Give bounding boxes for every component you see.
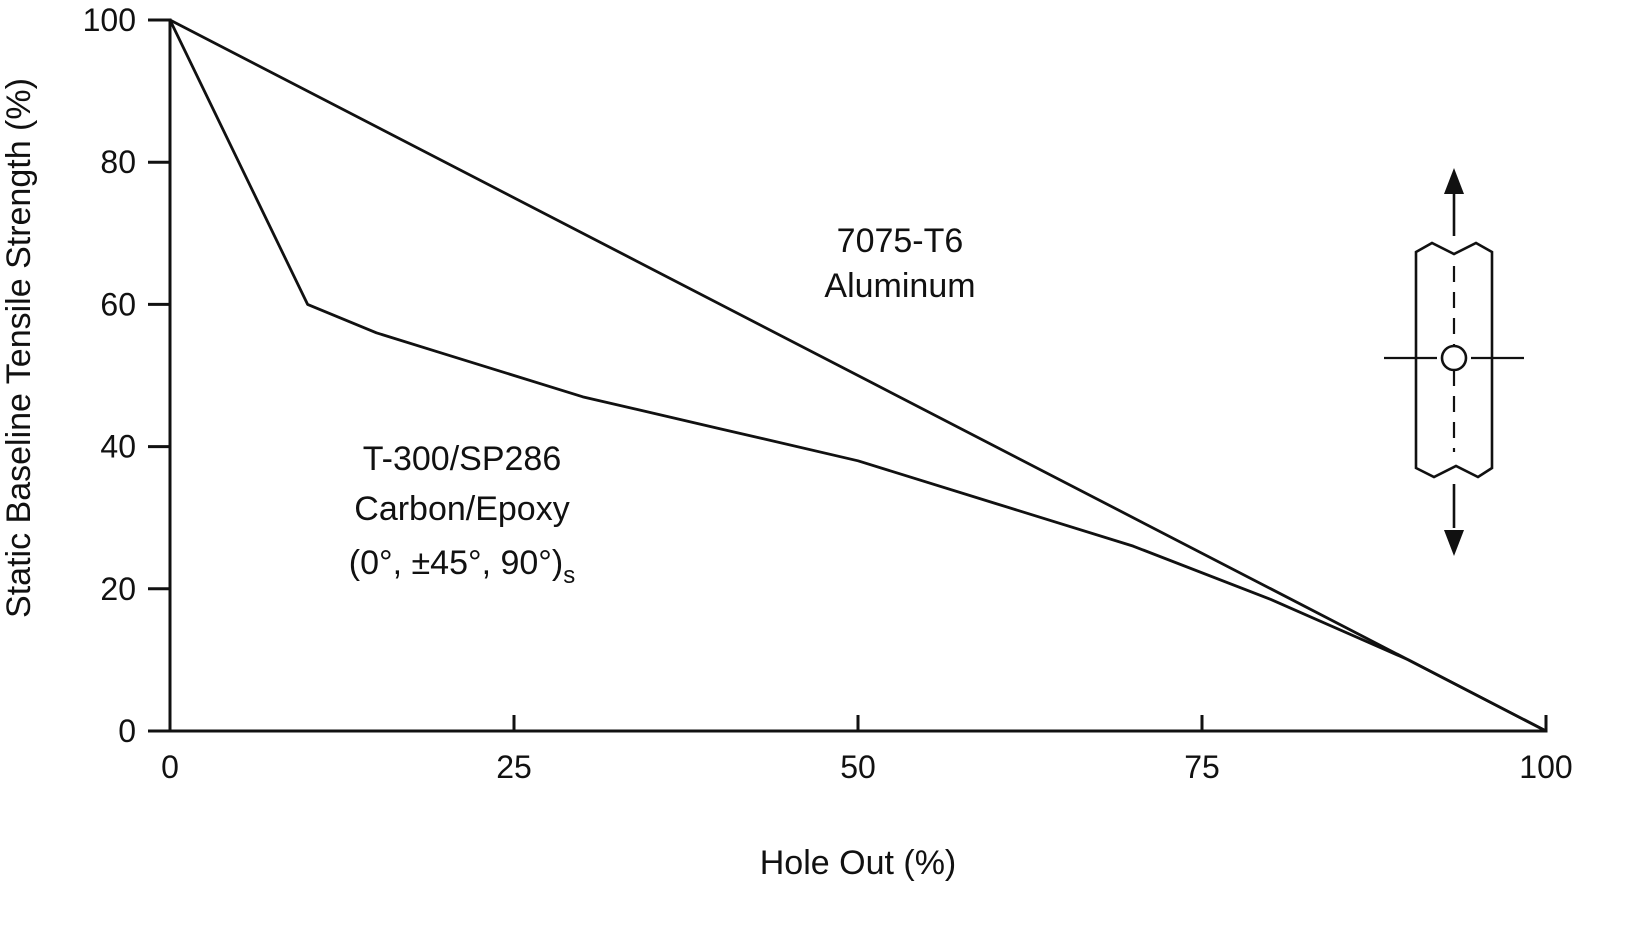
aluminum-label-line2: Aluminum [824,267,975,305]
x-axis-title: Hole Out (%) [760,844,957,882]
carbon-label-subscript: s [563,562,575,589]
y-tick-label: 80 [100,144,136,180]
x-tick-label: 0 [161,749,179,785]
series-line-carbon [168,18,1548,733]
series-line-aluminum [168,18,1548,733]
carbon-label-line2: Carbon/Epoxy [354,490,569,528]
y-tick-label: 20 [100,571,136,607]
y-tick-label: 60 [100,286,136,322]
carbon-label-line3: (0°, ±45°, 90°)s [349,544,575,589]
bottom-arrow-head [1444,530,1464,556]
x-tick-label: 50 [840,749,876,785]
series-lines [168,18,1548,733]
open-hole-tension-specimen-icon [1384,168,1524,556]
carbon-label-line1: T-300/SP286 [363,440,561,478]
specimen-hole [1440,344,1468,372]
ticks: 0 25 50 75 100 0 20 40 60 80 100 [83,2,1573,785]
x-tick-label: 25 [496,749,532,785]
y-tick-label: 100 [83,2,136,38]
aluminum-curve-label: 7075-T6 Aluminum [824,222,975,305]
y-tick-label: 40 [100,429,136,465]
aluminum-label-line1: 7075-T6 [837,222,964,260]
carbon-curve-label: T-300/SP286 Carbon/Epoxy (0°, ±45°, 90°)… [349,440,575,589]
x-tick-label: 75 [1184,749,1220,785]
x-tick-label: 100 [1519,749,1572,785]
top-arrow-head [1444,168,1464,194]
specimen-strip [1414,241,1494,479]
carbon-label-line3-main: (0°, ±45°, 90°) [349,544,563,582]
y-tick-label: 0 [118,713,136,749]
y-axis-title: Static Baseline Tensile Strength (%) [0,78,38,618]
